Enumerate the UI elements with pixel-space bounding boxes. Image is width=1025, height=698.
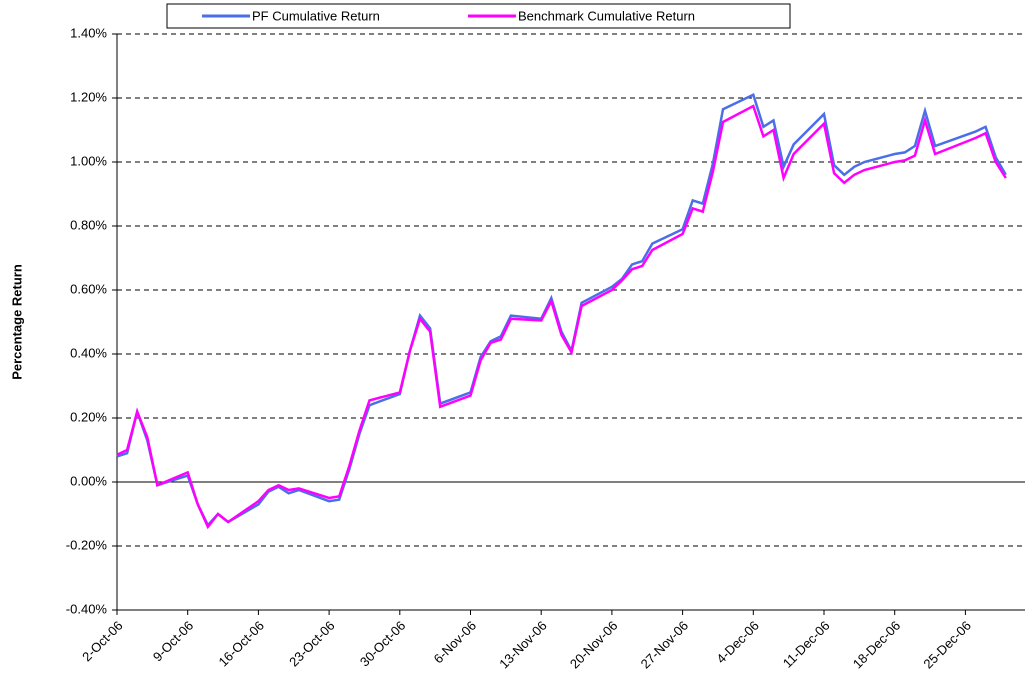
y-tick-label: 1.20% (70, 89, 107, 104)
y-tick-label: -0.20% (66, 537, 108, 552)
y-tick-label: 0.80% (70, 217, 107, 232)
x-tick-label: 9-Oct-06 (150, 618, 196, 664)
line-series (116, 104, 1007, 530)
y-tick-label: 0.20% (70, 409, 107, 424)
x-tick-label: 23-Oct-06 (286, 618, 337, 669)
line-series (116, 93, 1007, 528)
x-tick-label: 2-Oct-06 (79, 618, 125, 664)
x-tick-label: 27-Nov-06 (638, 618, 692, 672)
x-tick-label: 6-Nov-06 (431, 618, 479, 666)
y-axis-label: Percentage Return (9, 264, 24, 380)
y-tick-label: 0.40% (70, 345, 107, 360)
y-tick-label: 0.60% (70, 281, 107, 296)
x-tick-label: 16-Oct-06 (215, 618, 266, 669)
y-tick-label: 1.40% (70, 25, 107, 40)
y-tick-label: 1.00% (70, 153, 107, 168)
legend-label: PF Cumulative Return (252, 8, 380, 23)
y-tick-label: -0.40% (66, 601, 108, 616)
x-tick-label: 18-Dec-06 (850, 618, 904, 672)
x-tick-label: 20-Nov-06 (567, 618, 621, 672)
x-tick-label: 13-Nov-06 (496, 618, 550, 672)
legend-label: Benchmark Cumulative Return (518, 8, 695, 23)
x-tick-label: 4-Dec-06 (713, 618, 761, 666)
x-tick-label: 25-Dec-06 (920, 618, 974, 672)
x-tick-label: 30-Oct-06 (357, 618, 408, 669)
x-tick-label: 11-Dec-06 (780, 618, 833, 671)
y-tick-label: 0.00% (70, 473, 107, 488)
